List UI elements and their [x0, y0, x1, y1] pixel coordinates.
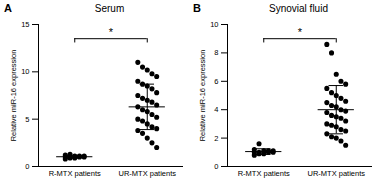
svg-text:0: 0 [25, 162, 29, 171]
html-text:A: A [4, 2, 12, 14]
svg-text:6: 6 [214, 77, 218, 86]
svg-text:R-MTX patients: R-MTX patients [238, 169, 290, 178]
svg-text:8: 8 [214, 48, 218, 57]
svg-text:0: 0 [214, 162, 218, 171]
svg-text:*: * [298, 26, 303, 38]
html-text:B: B [193, 2, 201, 14]
svg-text:R-MTX patients: R-MTX patients [49, 169, 101, 178]
svg-text:UR-MTX patients: UR-MTX patients [118, 169, 176, 178]
svg-text:*: * [109, 26, 114, 38]
svg-text:Relative miR-16 expression: Relative miR-16 expression [198, 50, 207, 142]
svg-text:Relative miR-16 expression: Relative miR-16 expression [9, 50, 18, 142]
svg-text:UR-MTX patients: UR-MTX patients [307, 169, 365, 178]
svg-text:2: 2 [214, 134, 218, 143]
svg-text:15: 15 [21, 20, 29, 29]
html-text:Synovial fluid: Synovial fluid [269, 3, 328, 14]
svg-text:10: 10 [210, 20, 218, 29]
html-text:Serum: Serum [94, 3, 125, 14]
svg-text:10: 10 [21, 67, 29, 76]
svg-text:5: 5 [25, 115, 29, 124]
svg-text:4: 4 [214, 105, 218, 114]
